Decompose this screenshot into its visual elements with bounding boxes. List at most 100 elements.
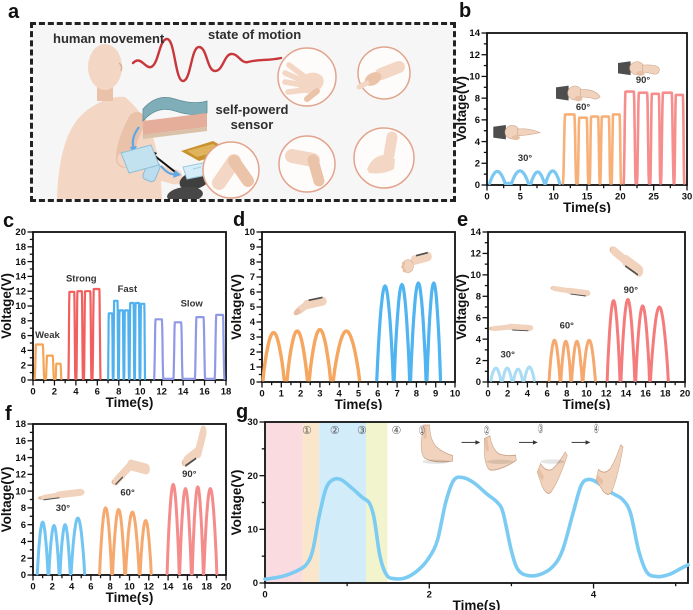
x-tick-label: 8 — [116, 387, 121, 398]
x-tick-label: 5 — [518, 192, 524, 203]
leg-bend-30-icon — [37, 488, 85, 501]
annotation-label: 90° — [636, 75, 651, 86]
y-tick-label: 1 — [250, 362, 256, 373]
y-tick-label: 20 — [247, 471, 258, 482]
foot-phase-3-icon: ③ — [536, 423, 568, 494]
x-tick-label: 18 — [221, 387, 232, 398]
y-tick-label: 14 — [469, 28, 480, 39]
phase-number-label: ② — [484, 424, 490, 438]
x-axis-label: Time(s) — [453, 598, 501, 610]
wrist-bend-slight-icon — [293, 296, 327, 316]
finger-bend-90-icon — [618, 61, 660, 76]
y-tick-label: 16 — [15, 257, 26, 268]
chart-panel-d-wrist-bending: 0 1 2 3 4 5 6 7 8 9 10 0 1 2 3 4 5 6 7 8 9 10 Time(s) Voltage(V… — [230, 227, 461, 410]
series-wrist-bend-slight — [261, 327, 362, 382]
y-tick-label: 8 — [476, 291, 481, 302]
y-tick-label: 0 — [250, 377, 255, 388]
arm-bend-90-icon — [609, 246, 644, 277]
x-tick-label: 16 — [182, 582, 193, 593]
x-tick-label: 3 — [317, 389, 322, 400]
x-tick-label: 12 — [156, 387, 167, 398]
leg-bend-90-icon — [181, 425, 207, 468]
chart-panel-g-gait-cycle: 0 2 4 0 10 20 30 ① ② ③ ④ ① ② ③ ④ Time(s) Voltage(V) — [230, 417, 690, 610]
panel-a-schematic: human movement state of motion self-powe… — [30, 22, 456, 202]
y-tick-label: 2 — [475, 158, 480, 169]
y-tick-label: 6 — [250, 287, 255, 298]
y-tick-label: 12 — [15, 286, 26, 297]
y-tick-label: 4 — [475, 137, 481, 148]
y-tick-label: 14 — [15, 453, 26, 464]
y-tick-label: 4 — [250, 317, 256, 328]
x-tick-label: 16 — [199, 387, 210, 398]
foot-phase-4-icon: ④ — [594, 423, 624, 495]
chart-panel-b-finger-bending: 0 5 10 15 20 25 30 0 2 4 6 8 10 12 14 30° 60° 90° Time(s) V… — [455, 28, 693, 213]
annotation-label: 60° — [576, 102, 591, 113]
x-tick-label: 25 — [648, 192, 659, 203]
y-tick-label: 12 — [469, 50, 480, 61]
y-tick-label: 2 — [250, 347, 255, 358]
x-tick-label: 10 — [124, 582, 135, 593]
x-tick-label: 6 — [375, 389, 380, 400]
x-tick-label: 2 — [52, 387, 57, 398]
y-tick-label: 18 — [15, 419, 26, 430]
wrist-bend-full-icon — [401, 251, 432, 273]
series-leg-bend-90-deg — [165, 482, 219, 576]
x-axis-label: Time(s) — [563, 397, 611, 410]
x-tick-label: 0 — [30, 582, 35, 593]
x-tick-label: 14 — [178, 387, 189, 398]
y-tick-label: 6 — [21, 331, 26, 342]
annotation-label: Weak — [35, 330, 60, 341]
gait-phase-band-1 — [265, 422, 303, 583]
y-tick-label: 16 — [15, 436, 26, 447]
y-tick-label: 14 — [470, 227, 481, 238]
x-tick-label: 0 — [259, 389, 264, 400]
series-finger-bend-60-deg — [561, 113, 623, 185]
x-tick-label: 20 — [680, 389, 691, 400]
y-tick-label: 10 — [15, 301, 26, 312]
y-tick-label: 20 — [15, 227, 26, 238]
x-tick-label: 2 — [50, 582, 55, 593]
y-tick-label: 10 — [470, 270, 481, 281]
x-tick-label: 4 — [337, 389, 343, 400]
x-tick-label: 20 — [221, 582, 232, 593]
y-axis-label: Voltage(V) — [0, 467, 14, 533]
foot-circle — [353, 127, 415, 189]
series-slow — [153, 313, 226, 380]
panel-a-artwork — [57, 37, 415, 199]
y-tick-label: 10 — [244, 227, 255, 238]
y-tick-label: 5 — [250, 302, 256, 313]
y-tick-label: 9 — [250, 242, 255, 253]
x-tick-label: 6 — [95, 387, 100, 398]
x-axis-label: Time(s) — [106, 395, 154, 410]
phase-number-label: ① — [419, 425, 425, 438]
axis-ticks: 0 2 4 6 8 10 12 14 16 18 20 0 2 4 6 8 10 12 14 — [470, 227, 690, 399]
x-tick-label: 4 — [73, 387, 79, 398]
x-tick-label: 6 — [88, 582, 93, 593]
x-tick-label: 0 — [30, 387, 35, 398]
x-tick-label: 18 — [201, 582, 212, 593]
x-axis-label: Time(s) — [335, 397, 383, 410]
y-tick-label: 2 — [21, 360, 26, 371]
y-axis-label: Voltage(V) — [455, 76, 469, 142]
x-tick-label: 8 — [414, 389, 419, 400]
plot-frame — [486, 32, 688, 186]
x-tick-label: 14 — [163, 582, 174, 593]
palm-circle — [277, 47, 337, 107]
y-axis-label: Voltage(V) — [230, 470, 244, 536]
x-tick-label: 30 — [682, 192, 693, 203]
x-tick-label: 12 — [144, 582, 155, 593]
series-strong — [67, 287, 102, 380]
x-tick-label: 10 — [581, 389, 592, 400]
arm-bend-30-icon — [488, 323, 534, 332]
y-tick-label: 14 — [15, 272, 26, 283]
x-tick-label: 6 — [544, 389, 549, 400]
series-walking-gait-cycle — [263, 475, 690, 581]
self-powered-sensor-label: self-powerd sensor — [215, 102, 289, 132]
annotation-label: 60° — [560, 320, 575, 331]
plot-frame — [264, 421, 689, 584]
panel-label-g: g — [236, 401, 249, 423]
x-tick-label: 10 — [450, 389, 461, 400]
wrist-circle — [356, 46, 411, 100]
phase-marker: ① — [302, 425, 312, 437]
arrow-right-icon — [519, 440, 538, 445]
